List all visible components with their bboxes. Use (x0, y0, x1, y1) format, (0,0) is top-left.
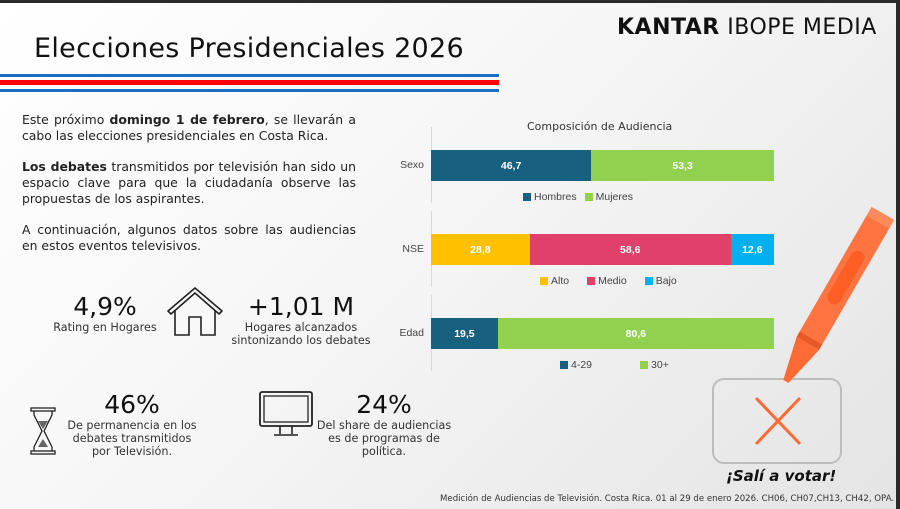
kantar-logo: KANTAR IBOPE MEDIA (617, 15, 877, 40)
text: , se llevarán a cabo las elecciones pres… (22, 112, 356, 143)
stat-rating: 4,9% Rating en Hogares (44, 292, 166, 335)
legend-label: Bajo (655, 275, 677, 287)
data-label: 12,6 (742, 243, 763, 256)
legend: 4-29 30+ (560, 359, 687, 371)
stat-value: 24% (356, 390, 412, 419)
text: Este próximo (22, 112, 110, 127)
stat-permanencia: 46% De permanencia en los debates transm… (62, 390, 202, 459)
data-label: 58,6 (620, 243, 641, 256)
bar-row: 46,7 53,3 (431, 150, 774, 181)
bar-segment-30-: 80,6 (497, 318, 774, 349)
legend-item: Bajo (644, 275, 677, 287)
legend-swatch (560, 361, 568, 369)
flag-stripe-blue-bottom (0, 89, 499, 92)
date-highlight: domingo 1 de febrero (109, 112, 265, 127)
crayon-icon (783, 206, 895, 383)
intro-paragraph-2: Los debates transmitidos por televisión … (22, 159, 356, 207)
legend-label: 30+ (651, 359, 669, 371)
audience-composition-chart: Composición de Audiencia Sexo 46,7 53,3 Hom… (380, 113, 800, 383)
flag-stripe-red (0, 80, 499, 85)
stat-label: Del share de audiencias es de programas … (316, 419, 452, 458)
debates-highlight: Los debates (22, 159, 107, 174)
bar-row: 28,8 58,6 12,6 (431, 234, 774, 265)
legend-swatch (540, 277, 548, 285)
legend-item: 4-29 (560, 359, 592, 371)
bar-segment-medio: 58,6 (529, 234, 731, 265)
category-label: Sexo (400, 159, 424, 171)
data-label: 53,3 (672, 159, 693, 172)
stat-value: 4,9% (73, 292, 137, 321)
bar-segment-4-29: 19,5 (431, 318, 498, 349)
logo-bold: KANTAR (617, 15, 720, 40)
bar-segment-hombres: 46,7 (431, 150, 592, 181)
legend-swatch (584, 193, 593, 201)
x-mark-icon (754, 396, 802, 446)
legend-swatch (523, 193, 531, 201)
stat-label: De permanencia en los debates transmitid… (67, 419, 197, 458)
legend: Alto Medio Bajo (540, 275, 695, 287)
legend-swatch (640, 361, 649, 369)
chart-title: Composición de Audiencia (527, 120, 673, 133)
legend-item: Hombres (523, 191, 577, 203)
stat-label: Hogares alcanzados sintonizando los deba… (231, 321, 371, 347)
intro-paragraph-3: A continuación, algunos datos sobre las … (22, 222, 356, 253)
data-label: 46,7 (500, 159, 522, 172)
stat-share: 24% Del share de audiencias es de progra… (314, 390, 454, 459)
stat-label: Rating en Hogares (53, 321, 157, 334)
legend-label: 4-29 (571, 359, 593, 371)
flag-stripe-blue-top (0, 74, 499, 77)
text: transmitidos por televisión han sido un … (22, 159, 356, 206)
data-label: 28,8 (470, 243, 491, 256)
intro-paragraph-1: Este próximo domingo 1 de febrero, se ll… (22, 112, 356, 144)
stat-value: +1,01 M (247, 292, 355, 321)
legend-label: Medio (598, 275, 627, 287)
stat-value: 46% (104, 390, 160, 419)
legend-item: Mujeres (584, 191, 633, 203)
data-label: 80,6 (625, 327, 647, 340)
category-label: Edad (399, 327, 424, 339)
slide: Elecciones Presidenciales 2026 KANTAR IB… (0, 3, 896, 509)
bar-segment-bajo: 12,6 (730, 234, 774, 265)
stat-hogares: +1,01 M Hogares alcanzados sintonizando … (226, 292, 376, 348)
legend-item: 30+ (640, 359, 669, 371)
bar-row: 19,5 80,6 (431, 318, 774, 349)
bar-segment-alto: 28,8 (431, 234, 530, 265)
legend-swatch (644, 277, 653, 285)
page-title: Elecciones Presidenciales 2026 (34, 33, 464, 64)
legend-item: Medio (587, 275, 627, 287)
legend-swatch (587, 277, 596, 285)
data-label: 19,5 (454, 327, 475, 340)
legend-label: Mujeres (595, 191, 633, 203)
tv-monitor-icon (259, 391, 313, 436)
hourglass-icon (30, 407, 56, 455)
logo-light: IBOPE MEDIA (727, 15, 877, 40)
legend: Hombres Mujeres (523, 191, 641, 203)
house-icon (167, 287, 223, 336)
legend-label: Hombres (534, 191, 577, 203)
legend-item: Alto (540, 275, 569, 287)
legend-label: Alto (551, 275, 570, 287)
footer-source: Medición de Audiencias de Televisión. Co… (440, 494, 895, 504)
bar-segment-mujeres: 53,3 (591, 150, 774, 181)
ballot-box (712, 378, 842, 464)
category-label: NSE (402, 243, 424, 255)
cta-sali-a-votar: ¡Salí a votar! (726, 467, 837, 485)
